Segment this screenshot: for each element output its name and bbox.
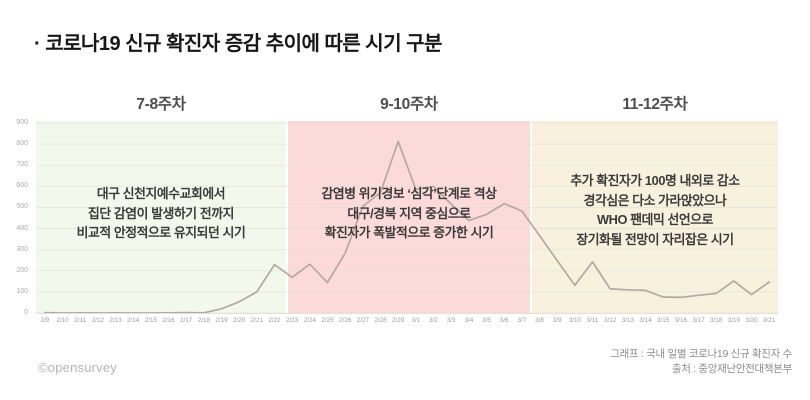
y-tick-label: 500 [16, 203, 28, 211]
annotation-line: 집단 감염이 발생하기 전까지 [88, 205, 234, 221]
annotation-line: 경각심은 다소 가라앉았으나 [583, 192, 727, 208]
x-tick-label: 2/29 [392, 317, 405, 324]
x-tick-label: 2/17 [180, 317, 193, 324]
x-tick-label: 3/1 [411, 317, 421, 324]
y-tick-label: 300 [16, 245, 28, 253]
x-tick-label: 2/24 [303, 317, 316, 324]
x-tick-label: 3/14 [639, 317, 652, 324]
x-tick-label: 2/27 [356, 317, 369, 324]
annotation-line: 대구 신천지예수교회에서 [96, 186, 226, 201]
y-tick-label: 0 [24, 309, 28, 316]
x-tick-label: 2/11 [74, 317, 87, 324]
x-tick-label: 2/25 [321, 317, 334, 324]
x-tick-label: 2/23 [286, 317, 299, 324]
x-tick-label: 3/9 [552, 317, 562, 324]
annotation-line: 비교적 안정적으로 유지되던 시기 [76, 225, 246, 240]
x-tick-label: 3/6 [499, 317, 509, 324]
annotation-line: WHO 팬데믹 선언으로 [597, 212, 713, 227]
x-tick-label: 2/22 [268, 317, 281, 324]
x-tick-label: 3/20 [745, 317, 758, 324]
annotation-line: 감염병 위기경보 ‘심각’단계로 격상 [321, 186, 497, 201]
x-tick-label: 2/12 [91, 317, 104, 324]
y-axis: 0 100 200 300 400 500 600 700 800 900 [0, 119, 31, 316]
annotation-line: 확진자가 폭발적으로 증가한 시기 [324, 225, 494, 240]
x-tick-label: 3/11 [586, 317, 599, 324]
y-tick-label: 600 [16, 182, 28, 190]
x-tick-label: 3/2 [429, 317, 438, 324]
x-tick-label: 3/17 [692, 317, 705, 324]
x-tick-label: 2/14 [127, 317, 140, 324]
x-tick-label: 3/5 [482, 317, 491, 324]
x-tick-label: 2/10 [56, 317, 69, 324]
y-tick-label: 400 [16, 224, 28, 232]
y-tick-label: 200 [16, 266, 28, 274]
annotation-line: 대구/경북 지역 중심으로 [347, 205, 471, 221]
panel-divider [530, 121, 532, 313]
x-tick-label: 2/18 [197, 317, 210, 324]
x-tick-label: 2/28 [374, 317, 387, 324]
source-note: 출처 : 중앙재난안전대책본부 [671, 363, 792, 375]
section-header-week9-10: 9-10주차 [380, 96, 438, 113]
y-tick-label: 700 [16, 161, 28, 169]
page-title: · 코로나19 신규 확진자 증감 추이에 따른 시기 구분 [34, 33, 442, 55]
x-tick-label: 2/21 [250, 317, 263, 324]
y-tick-label: 900 [16, 119, 28, 126]
x-tick-label: 3/16 [674, 317, 687, 324]
x-tick-label: 3/10 [568, 317, 581, 324]
x-tick-label: 2/16 [162, 317, 175, 324]
x-tick-label: 3/7 [517, 317, 527, 324]
chart-canvas [36, 122, 778, 313]
annotation-line: 추가 확진자가 100명 내외로 감소 [570, 173, 740, 188]
x-tick-label: 2/19 [215, 317, 228, 324]
x-tick-label: 3/13 [621, 317, 634, 324]
x-tick-label: 2/26 [339, 317, 352, 324]
y-tick-label: 800 [16, 140, 28, 148]
x-tick-label: 3/3 [446, 317, 456, 324]
section-header-week11-12: 11-12주차 [622, 96, 688, 113]
section-header-week7-8: 7-8주차 [136, 96, 186, 113]
line-chart [36, 121, 778, 314]
x-tick-label: 3/8 [535, 317, 544, 324]
x-axis: 2/9 2/10 2/11 2/12 2/13 2/14 2/15 2/16 2/17 2/18 2… [36, 317, 778, 329]
x-tick-label: 2/20 [233, 317, 246, 324]
panel-divider [286, 121, 288, 313]
opensurvey-logo: ©opensurvey [38, 360, 117, 375]
x-tick-label: 3/21 [763, 317, 776, 324]
x-tick-label: 3/19 [727, 317, 740, 324]
x-tick-label: 2/9 [40, 317, 50, 324]
x-tick-label: 2/13 [109, 317, 122, 324]
y-tick-label: 100 [16, 287, 28, 295]
x-tick-label: 3/18 [710, 317, 723, 324]
chart-source-notes: 그래프 : 국내 일별 코로나19 신규 확진자 수 출처 : 중앙재난안전대책… [610, 347, 792, 377]
x-tick-label: 2/15 [144, 317, 157, 324]
x-axis-line [36, 313, 778, 314]
x-tick-label: 3/12 [604, 317, 617, 324]
graph-note: 그래프 : 국내 일별 코로나19 신규 확진자 수 [610, 348, 792, 360]
case-trend-line [43, 140, 771, 313]
annotation-line: 장기화될 전망이 자리잡은 시기 [576, 231, 734, 247]
x-tick-label: 3/4 [464, 317, 474, 324]
x-tick-label: 3/15 [657, 317, 670, 324]
period-panel-week7-8 [36, 121, 287, 313]
